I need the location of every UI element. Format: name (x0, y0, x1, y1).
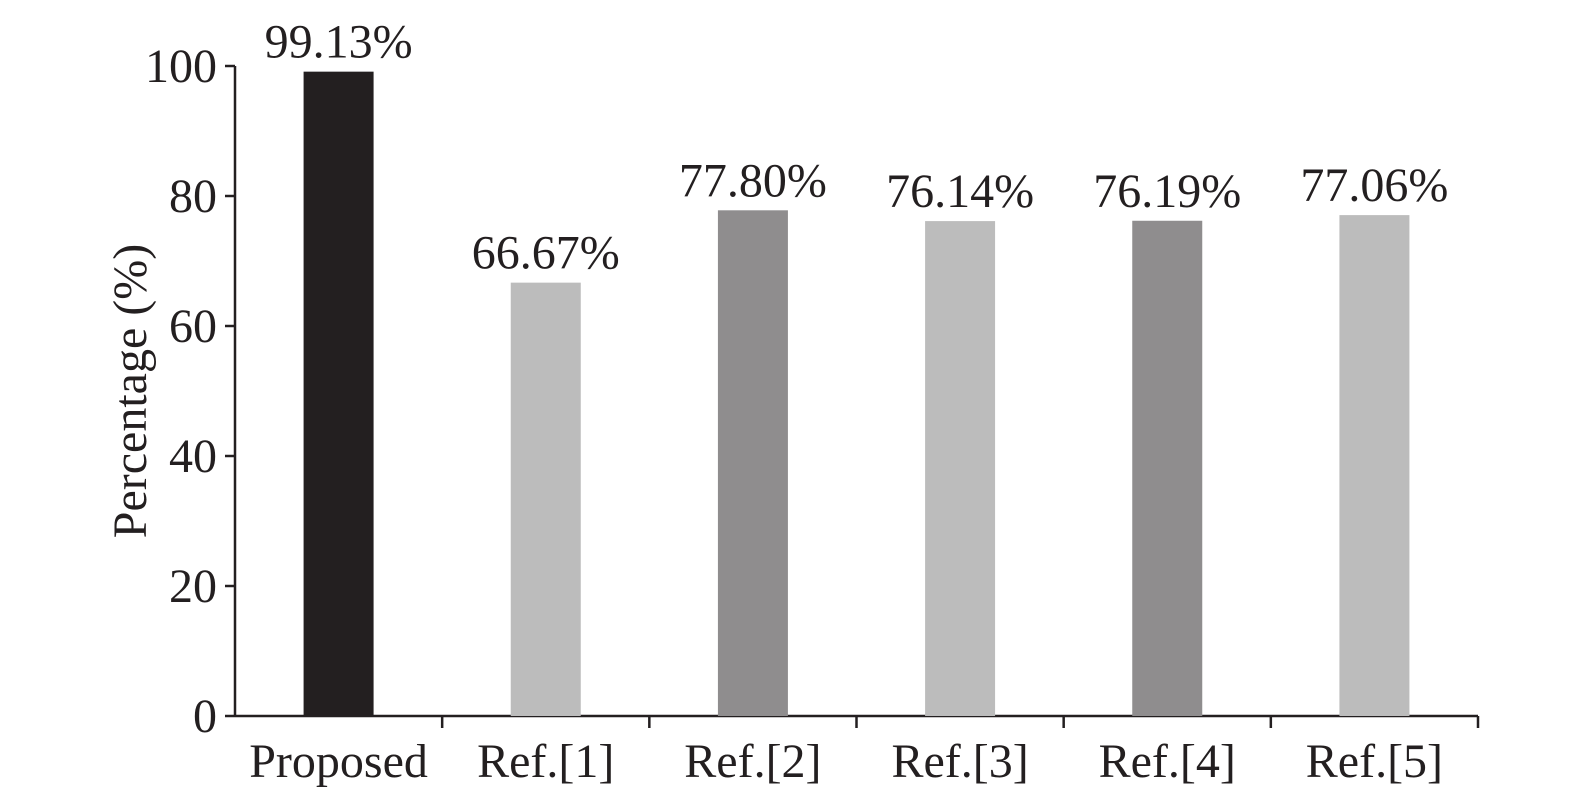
x-tick-label: Ref.[3] (891, 735, 1028, 788)
y-tick-label: 40 (169, 430, 217, 483)
value-label: 77.80% (679, 154, 827, 207)
value-label: 76.19% (1093, 165, 1241, 218)
bar (510, 282, 581, 716)
x-tick-label: Ref.[2] (684, 735, 821, 788)
value-label: 99.13% (265, 16, 413, 69)
value-label: 66.67% (472, 227, 620, 280)
y-tick-label: 100 (145, 40, 217, 93)
x-tick-label: Ref.[4] (1099, 735, 1236, 788)
bar (925, 221, 996, 716)
y-tick-label: 80 (169, 170, 217, 223)
bar (1132, 220, 1203, 716)
value-label: 76.14% (886, 165, 1034, 218)
bar (1339, 215, 1410, 717)
y-axis-label: Percentage (%) (104, 244, 157, 539)
x-tick-label: Ref.[5] (1306, 735, 1443, 788)
bar (303, 71, 374, 716)
bar (717, 210, 788, 717)
y-tick-label: 20 (169, 560, 217, 613)
x-tick-label: Proposed (249, 735, 428, 788)
y-tick-label: 60 (169, 300, 217, 353)
y-tick-label: 0 (193, 690, 217, 743)
value-label: 77.06% (1300, 159, 1448, 212)
x-tick-label: Ref.[1] (477, 735, 614, 788)
